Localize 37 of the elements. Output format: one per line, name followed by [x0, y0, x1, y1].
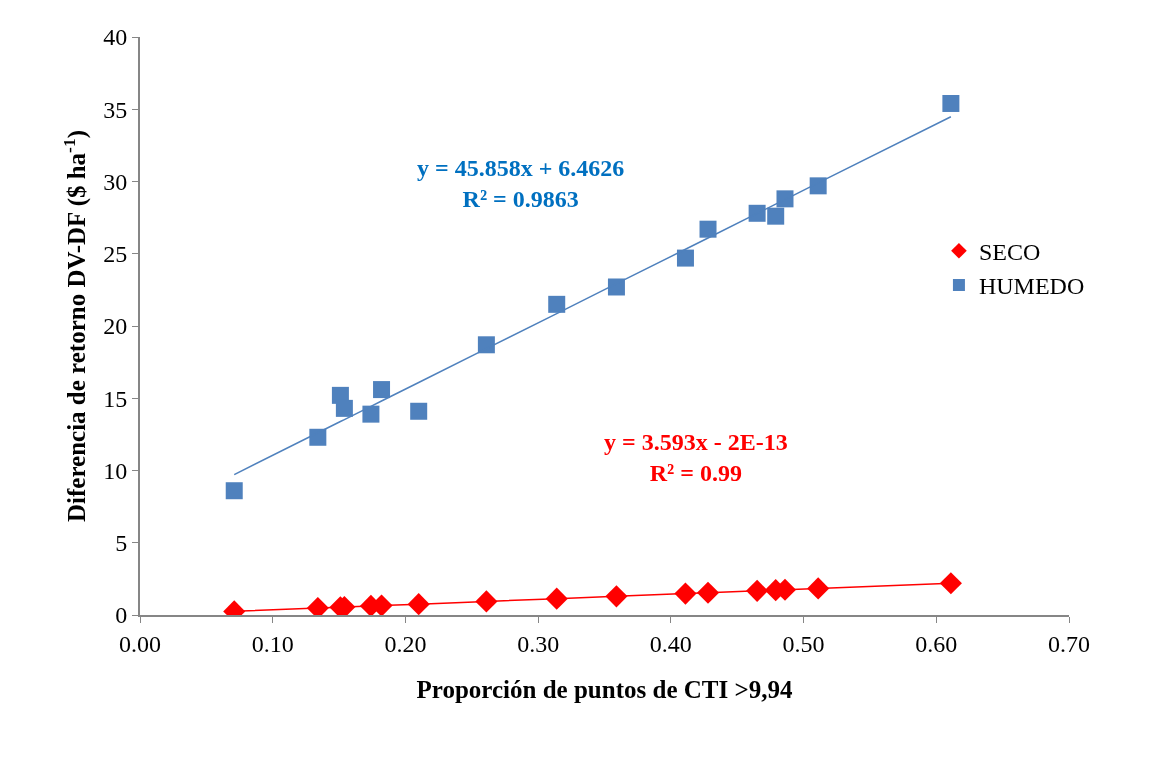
x-tick-label: 0.40 [649, 630, 692, 657]
point [475, 590, 498, 613]
annotation: y = 3.593x - 2E-13 R² = 0.99 [604, 429, 788, 487]
point [699, 220, 717, 238]
x-tick-label: 0.50 [782, 630, 825, 657]
point [548, 295, 566, 313]
annotation: y = 45.858x + 6.4626 R² = 0.9863 [417, 155, 625, 213]
point [335, 399, 353, 417]
point [225, 482, 243, 500]
y-tick-label: 25 [103, 241, 128, 268]
x-tick-label: 0.60 [915, 630, 958, 657]
y-tick-label: 40 [103, 24, 128, 51]
x-tick-label: 0.20 [384, 630, 427, 657]
x-tick-label: 0.70 [1048, 630, 1090, 657]
y-tick-label: 0 [115, 602, 128, 629]
x-tick-label: 0.10 [251, 630, 294, 657]
legend-label: HUMEDO [978, 273, 1085, 300]
x-tick-label: 0.30 [517, 630, 560, 657]
point [410, 402, 428, 420]
point [362, 405, 380, 423]
y-tick-label: 30 [103, 168, 128, 195]
point [939, 572, 962, 595]
point [676, 249, 694, 267]
point [477, 336, 495, 354]
point [767, 207, 785, 225]
y-tick-label: 20 [103, 313, 128, 340]
y-tick-label: 35 [103, 96, 128, 123]
x-axis-title: Proporción de puntos de CTI >9,94 [416, 676, 793, 704]
y-tick-label: 15 [103, 385, 128, 412]
legend-label: SECO [978, 239, 1041, 266]
point [942, 94, 960, 112]
point [309, 428, 327, 446]
y-tick-label: 10 [103, 457, 128, 484]
x-tick-label: 0.00 [119, 630, 161, 657]
y-tick-label: 5 [115, 530, 128, 557]
point [373, 381, 391, 399]
point [607, 278, 625, 296]
